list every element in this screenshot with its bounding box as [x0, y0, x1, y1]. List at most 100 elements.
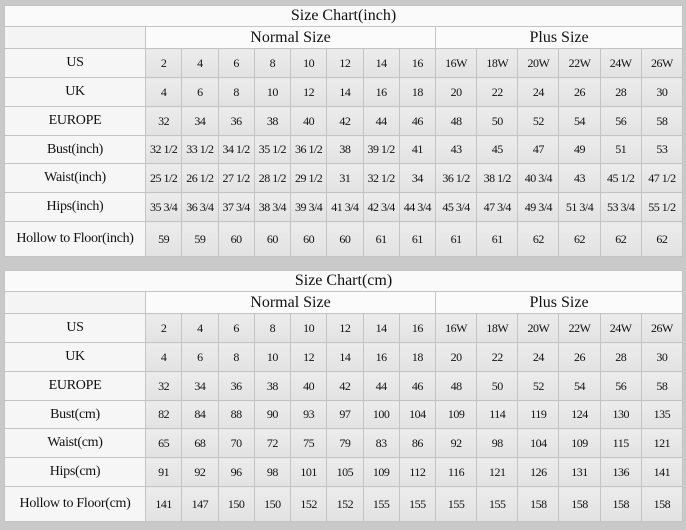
size-cell: 70: [217, 428, 255, 458]
size-cell: 116: [434, 457, 478, 487]
size-cell: 22: [476, 77, 519, 107]
size-cell: 55 1/2: [640, 192, 684, 222]
size-cell: 51 3/4: [558, 192, 601, 222]
size-cell: 24W: [599, 48, 642, 78]
size-cell: 97: [326, 400, 364, 429]
size-cell: 10: [289, 313, 328, 343]
size-cell: 58: [640, 106, 684, 136]
size-cell: 42: [326, 371, 364, 401]
size-cell: 53: [640, 135, 684, 164]
normal-size-header: Normal Size: [145, 291, 436, 314]
size-cell: 20W: [517, 48, 560, 78]
size-cell: 6: [217, 313, 255, 343]
size-cell: 72: [253, 428, 292, 458]
table-row: EUROPE 32 34 36 38 40 42 44 46 48 50 52 54 56 58: [4, 106, 684, 136]
size-cell: 90: [253, 400, 292, 429]
size-cell: 49: [558, 135, 601, 164]
table-row: Hollow to Floor(inch) 59 59 60 60 60 60 61 61 61 6…: [4, 221, 684, 257]
size-cell: 4: [181, 48, 219, 78]
size-cell: 51: [599, 135, 642, 164]
size-cell: 112: [398, 457, 437, 487]
row-label: US: [4, 313, 146, 343]
size-cell: 44 3/4: [398, 192, 437, 222]
size-cell: 24: [517, 77, 560, 107]
size-cell: 38: [326, 135, 364, 164]
size-cell: 33 1/2: [181, 135, 219, 164]
size-cell: 155: [434, 486, 478, 522]
size-cell: 131: [558, 457, 601, 487]
size-cell: 109: [558, 428, 601, 458]
size-cell: 48: [434, 371, 478, 401]
size-cell: 26 1/2: [181, 163, 219, 193]
size-cell: 38: [253, 106, 292, 136]
size-cell: 8: [253, 313, 292, 343]
size-cell: 124: [558, 400, 601, 429]
size-cell: 36 1/2: [434, 163, 478, 193]
size-cell: 42 3/4: [362, 192, 400, 222]
table-row: Bust(cm) 82 84 88 90 93 97 100 104 109 114 119 124 13…: [4, 400, 684, 429]
size-cell: 39 1/2: [362, 135, 400, 164]
table-row: US 2 4 6 8 10 12 14 16 16W 18W 20W 22W 24W 26W: [4, 313, 684, 343]
table-row: Bust(inch) 32 1/2 33 1/2 34 1/2 35 1/2 36 1/2…: [4, 135, 684, 164]
size-cell: 141: [144, 486, 183, 522]
size-cell: 25 1/2: [144, 163, 183, 193]
blank-corner: [4, 291, 146, 314]
size-cell: 59: [181, 221, 219, 257]
row-label: Bust(cm): [4, 400, 146, 429]
size-cell: 6: [217, 48, 255, 78]
table-row: Waist(inch) 25 1/2 26 1/2 27 1/2 28 1/2 29 1/…: [4, 163, 684, 193]
size-cell: 46: [398, 371, 437, 401]
plus-size-header: Plus Size: [434, 26, 684, 49]
size-cell: 20: [434, 342, 478, 372]
chart-title: Size Chart(cm): [3, 270, 684, 292]
row-label: Hips(cm): [4, 457, 146, 487]
row-label: Hollow to Floor(cm): [4, 486, 146, 522]
size-cell: 150: [217, 486, 255, 522]
size-cell: 34 1/2: [217, 135, 255, 164]
size-chart-cm: Size Chart(cm) Normal Size Plus Size US 2 4 6 8…: [3, 270, 684, 522]
size-cell: 16: [398, 48, 437, 78]
table-row: Hips(cm) 91 92 96 98 101 105 109 112 116 121 126 131…: [4, 457, 684, 487]
size-cell: 45 1/2: [599, 163, 642, 193]
table-row: US 2 4 6 8 10 12 14 16 16W 18W 20W 22W 24W 26W: [4, 48, 684, 78]
size-cell: 82: [144, 400, 183, 429]
size-cell: 115: [599, 428, 642, 458]
size-cell: 88: [217, 400, 255, 429]
size-cell: 10: [253, 342, 292, 372]
size-cell: 2: [144, 313, 183, 343]
size-cell: 42: [326, 106, 364, 136]
size-cell: 18W: [476, 48, 519, 78]
size-cell: 54: [558, 371, 601, 401]
size-cell: 16W: [434, 313, 478, 343]
size-cell: 6: [181, 77, 219, 107]
size-cell: 152: [326, 486, 364, 522]
size-cell: 60: [289, 221, 328, 257]
size-cell: 62: [517, 221, 560, 257]
table-row: EUROPE 32 34 36 38 40 42 44 46 48 50 52 54 56 58: [4, 371, 684, 401]
row-label: EUROPE: [4, 371, 146, 401]
row-label: UK: [4, 77, 146, 107]
row-label: Waist(inch): [4, 163, 146, 193]
size-cell: 22W: [558, 48, 601, 78]
size-cell: 8: [217, 342, 255, 372]
size-cell: 61: [362, 221, 400, 257]
row-label: EUROPE: [4, 106, 146, 136]
size-cell: 104: [517, 428, 560, 458]
size-cell: 16: [362, 77, 400, 107]
size-cell: 65: [144, 428, 183, 458]
size-cell: 41 3/4: [326, 192, 364, 222]
size-cell: 18: [398, 77, 437, 107]
size-cell: 40: [289, 371, 328, 401]
size-cell: 32 1/2: [144, 135, 183, 164]
size-cell: 36 1/2: [289, 135, 328, 164]
row-label: UK: [4, 342, 146, 372]
row-label: Hollow to Floor(inch): [4, 221, 146, 257]
table-row: UK 4 6 8 10 12 14 16 18 20 22 24 26 28 30: [4, 77, 684, 107]
size-cell: 152: [289, 486, 328, 522]
size-cell: 4: [144, 77, 183, 107]
plus-size-header: Plus Size: [434, 291, 684, 314]
size-cell: 28: [599, 342, 642, 372]
size-cell: 38: [253, 371, 292, 401]
size-cell: 24W: [599, 313, 642, 343]
size-cell: 50: [476, 106, 519, 136]
